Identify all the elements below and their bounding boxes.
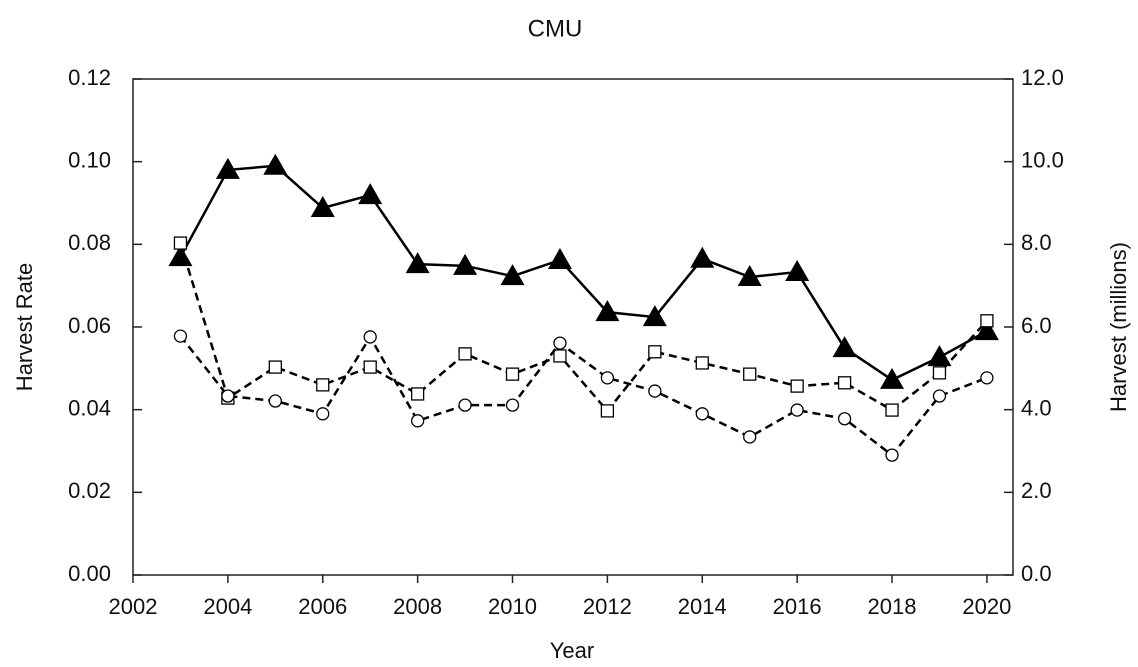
series-line [179, 164, 988, 382]
circle-marker [932, 389, 947, 403]
y2-tick-label: 10.0 [1021, 147, 1064, 172]
triangle-marker [595, 300, 620, 322]
x-tick-label: 2020 [962, 594, 1011, 619]
triangle-marker [737, 264, 762, 286]
square-marker [648, 345, 662, 359]
circle-marker [743, 430, 757, 444]
circle-marker [173, 329, 188, 343]
series-line [179, 242, 988, 413]
circle-marker [790, 403, 804, 417]
triangle-marker [263, 153, 288, 175]
triangle-marker [690, 246, 715, 268]
square-marker [837, 376, 852, 390]
plot-frame [132, 78, 1014, 576]
triangle-marker [642, 305, 667, 327]
circle-marker [885, 448, 899, 462]
triangle-marker [215, 157, 240, 179]
triangle-marker [880, 367, 905, 389]
y-tick-label: 0.10 [68, 147, 111, 172]
y2-tick-label: 2.0 [1021, 478, 1052, 503]
circle-marker [837, 412, 852, 426]
x-tick-label: 2008 [393, 594, 442, 619]
square-marker [410, 387, 425, 401]
x-tick-label: 2018 [868, 594, 917, 619]
y-tick-label: 0.02 [68, 478, 111, 503]
x-tick-label: 2002 [109, 594, 158, 619]
x-tick-label: 2016 [773, 594, 822, 619]
square-marker [505, 367, 520, 381]
triangle-marker [405, 252, 430, 274]
square-marker [695, 356, 709, 370]
circle-marker [410, 414, 425, 428]
chart-title: CMU [528, 15, 583, 42]
square-marker [363, 360, 377, 374]
circle-marker [980, 371, 994, 385]
y-tick-label: 0.00 [68, 561, 111, 586]
circle-marker [268, 394, 282, 408]
circle-marker [505, 398, 520, 412]
y-axis-label: Harvest Rate [12, 263, 37, 391]
square-marker [553, 349, 567, 363]
circle-marker [648, 384, 662, 398]
y2-tick-label: 4.0 [1021, 395, 1052, 420]
square-marker [316, 378, 330, 392]
x-axis-label: Year [550, 638, 594, 663]
triangle-marker [927, 345, 952, 367]
y2-tick-label: 6.0 [1021, 313, 1052, 338]
circle-marker [458, 398, 472, 412]
circle-marker [363, 330, 377, 344]
x-tick-label: 2012 [583, 594, 632, 619]
circle-marker [221, 389, 235, 403]
y-tick-label: 0.06 [68, 313, 111, 338]
square-marker [790, 379, 804, 393]
triangle-marker [974, 319, 999, 341]
triangle-marker [310, 195, 335, 217]
triangle-marker [547, 248, 572, 270]
circle-marker [316, 407, 330, 421]
y2-tick-label: 8.0 [1021, 230, 1052, 255]
x-tick-label: 2006 [298, 594, 347, 619]
y-tick-label: 0.08 [68, 230, 111, 255]
triangle-marker [832, 336, 857, 358]
square-marker [268, 360, 282, 374]
y2-tick-label: 12.0 [1021, 65, 1064, 90]
circle-marker [600, 371, 615, 385]
x-tick-label: 2010 [488, 594, 537, 619]
circle-marker [553, 336, 567, 350]
x-tick-label: 2014 [678, 594, 727, 619]
triangle-marker [358, 183, 383, 205]
y-tick-label: 0.12 [68, 65, 111, 90]
triangle-marker [453, 253, 478, 275]
y2-tick-label: 0.0 [1021, 561, 1052, 586]
circle-marker [695, 407, 709, 421]
square-marker [458, 347, 472, 361]
square-marker [173, 236, 188, 250]
triangle-marker [500, 264, 525, 286]
square-marker [885, 403, 899, 417]
y2-axis-label: Harvest (millions) [1106, 242, 1131, 412]
square-marker [980, 314, 994, 328]
square-marker [932, 366, 947, 380]
series-line [179, 334, 988, 457]
y-tick-label: 0.04 [68, 395, 111, 420]
square-marker [743, 367, 757, 381]
x-tick-label: 2004 [203, 594, 252, 619]
triangle-marker [785, 260, 810, 282]
square-marker [600, 404, 615, 418]
